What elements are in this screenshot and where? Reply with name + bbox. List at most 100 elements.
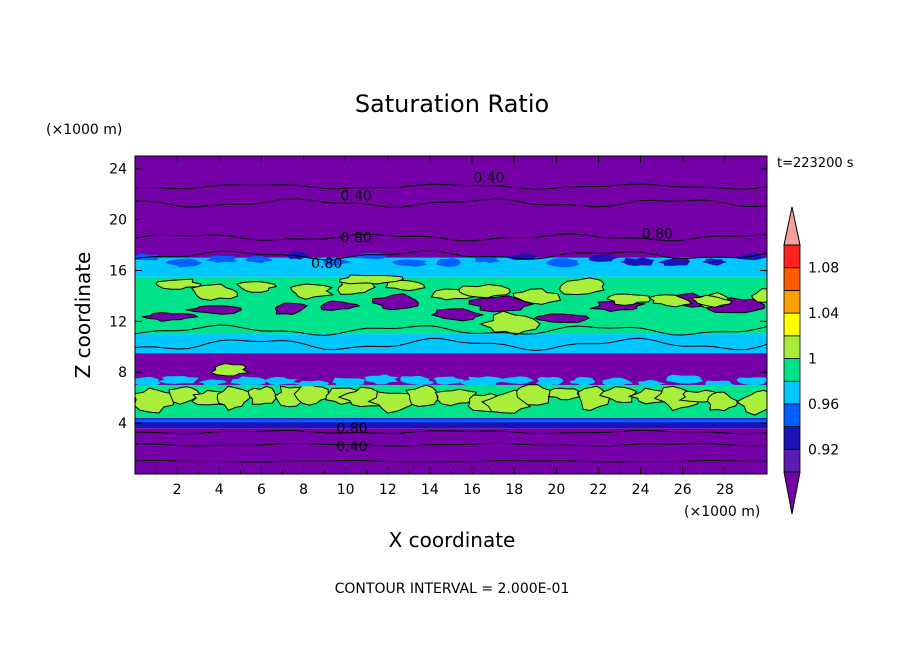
lower-moist-cell xyxy=(405,384,438,408)
y-tick-label: 16 xyxy=(109,263,127,279)
lower-edge-cell xyxy=(294,380,329,387)
colorbar-max-arrow xyxy=(783,206,801,246)
lower-edge-cell xyxy=(736,377,767,386)
lower-edge-cell xyxy=(637,380,665,387)
mid-moist-cell xyxy=(478,310,541,336)
colorbar-segment xyxy=(783,380,801,405)
contour-labels: 0.40 0.40 0.80 0.80 0.80 0.80 0.40 xyxy=(311,171,673,455)
lower-moist-cell xyxy=(434,388,478,407)
mid-moist-cell xyxy=(191,283,238,301)
upper-edge-cell xyxy=(619,257,655,266)
x-tick-label: 14 xyxy=(421,482,439,498)
mid-moist-cell xyxy=(209,362,251,377)
x-tick-label: 22 xyxy=(590,482,608,498)
lower-moist-cell xyxy=(577,385,610,412)
upper-edge-cell xyxy=(165,258,203,268)
dry-intrusion xyxy=(185,305,243,315)
colorbar-segment xyxy=(783,448,801,473)
colorbar-segment xyxy=(783,403,801,427)
dry-intrusion xyxy=(430,308,484,322)
lower-edge-cell xyxy=(135,376,161,386)
lower-moist-cell xyxy=(168,386,201,405)
upper-edge-cell xyxy=(391,259,428,267)
time-label: t=223200 s xyxy=(777,156,854,171)
colorbar-segment xyxy=(783,358,801,382)
mid-moist-cell xyxy=(605,293,651,306)
mid-moist-cell xyxy=(384,279,426,292)
contour-mid-b xyxy=(135,324,767,336)
lower-edge-cell xyxy=(400,375,435,385)
colorbar-label: 1.08 xyxy=(808,261,839,277)
lower-edge-cell xyxy=(569,376,596,387)
lower-edge-cell xyxy=(666,374,704,384)
lower-moist-cell xyxy=(216,385,252,412)
mid-moist-cell xyxy=(512,288,562,305)
contour-0.40-lower xyxy=(135,442,767,447)
upper-edge-cell xyxy=(205,255,238,263)
lower-edge-cell xyxy=(198,379,227,386)
x-tick-label: 16 xyxy=(463,482,481,498)
lower-moist-cell xyxy=(367,391,418,414)
x-tick-label: 24 xyxy=(632,482,650,498)
contour-label-5: 0.80 xyxy=(336,421,367,437)
lower-moist-cell xyxy=(598,386,638,404)
x-axis-label: X coordinate xyxy=(389,528,516,552)
dry-intrusion xyxy=(533,313,590,324)
upper-edge-cell xyxy=(657,258,690,266)
band-0 xyxy=(135,428,767,474)
y-axis-label: Z coordinate xyxy=(71,252,95,379)
lower-edge-cell xyxy=(536,376,564,387)
field-patches xyxy=(135,251,767,423)
x-tick-label: 8 xyxy=(299,482,308,498)
mid-moist-cell xyxy=(688,294,733,308)
contour-0.40-bottom xyxy=(135,459,767,463)
x-tick-label: 6 xyxy=(257,482,266,498)
dry-intrusion xyxy=(320,300,361,311)
upper-edge-cell xyxy=(436,258,461,267)
chart-title: Saturation Ratio xyxy=(355,90,549,118)
contour-interval-note: CONTOUR INTERVAL = 2.000E-01 xyxy=(335,581,570,597)
lower-moist-cell xyxy=(706,391,740,412)
lower-edge-cell xyxy=(498,376,534,385)
lower-edge-cell xyxy=(230,376,266,386)
colorbar-label: 1.04 xyxy=(808,306,839,322)
dry-intrusion xyxy=(468,295,535,313)
lower-moist-cell xyxy=(247,385,277,405)
lower-edge-cell xyxy=(158,375,200,384)
colorbar-segment xyxy=(783,312,801,337)
mid-moist-cell xyxy=(289,283,335,300)
x-tick-label: 28 xyxy=(716,482,734,498)
colorbar-segment xyxy=(783,289,801,314)
lower-moist-cell xyxy=(516,384,557,406)
mid-moist-cell xyxy=(647,294,694,308)
upper-edge-cell xyxy=(320,258,352,266)
x-tick-label: 26 xyxy=(674,482,692,498)
contour-label-4: 0.80 xyxy=(642,227,673,243)
lower-moist-cell xyxy=(135,387,176,414)
colorbar-label: 0.96 xyxy=(808,397,839,413)
mid-moist-cell xyxy=(155,278,202,290)
lower-edge-cell xyxy=(264,376,300,385)
lower-moist-cell xyxy=(547,387,581,401)
contour-label-2: 0.80 xyxy=(341,230,372,246)
contour-lines xyxy=(135,183,767,463)
lower-edge-cell xyxy=(363,374,400,385)
colorbar-label: 1 xyxy=(808,352,817,368)
colorbar-min-arrow xyxy=(783,471,801,515)
y-tick-label: 20 xyxy=(109,213,127,229)
y-tick-label: 4 xyxy=(118,416,127,432)
dry-intrusion xyxy=(141,311,199,322)
x-tick-label: 12 xyxy=(379,482,397,498)
x-tick-label: 10 xyxy=(337,482,355,498)
colorbar: 0.92 0.96 1 1.04 1.08 xyxy=(783,206,839,515)
mid-moist-cell xyxy=(559,277,605,296)
band-6 xyxy=(135,257,767,277)
mid-moist-cell xyxy=(750,288,767,303)
mid-moist-cell xyxy=(458,283,512,299)
lower-edge-cell xyxy=(459,376,505,386)
contour-mid-a xyxy=(135,337,767,352)
colorbar-label: 0.92 xyxy=(808,442,839,458)
lower-edge-cell xyxy=(705,380,735,388)
upper-edge-cell xyxy=(245,256,273,264)
